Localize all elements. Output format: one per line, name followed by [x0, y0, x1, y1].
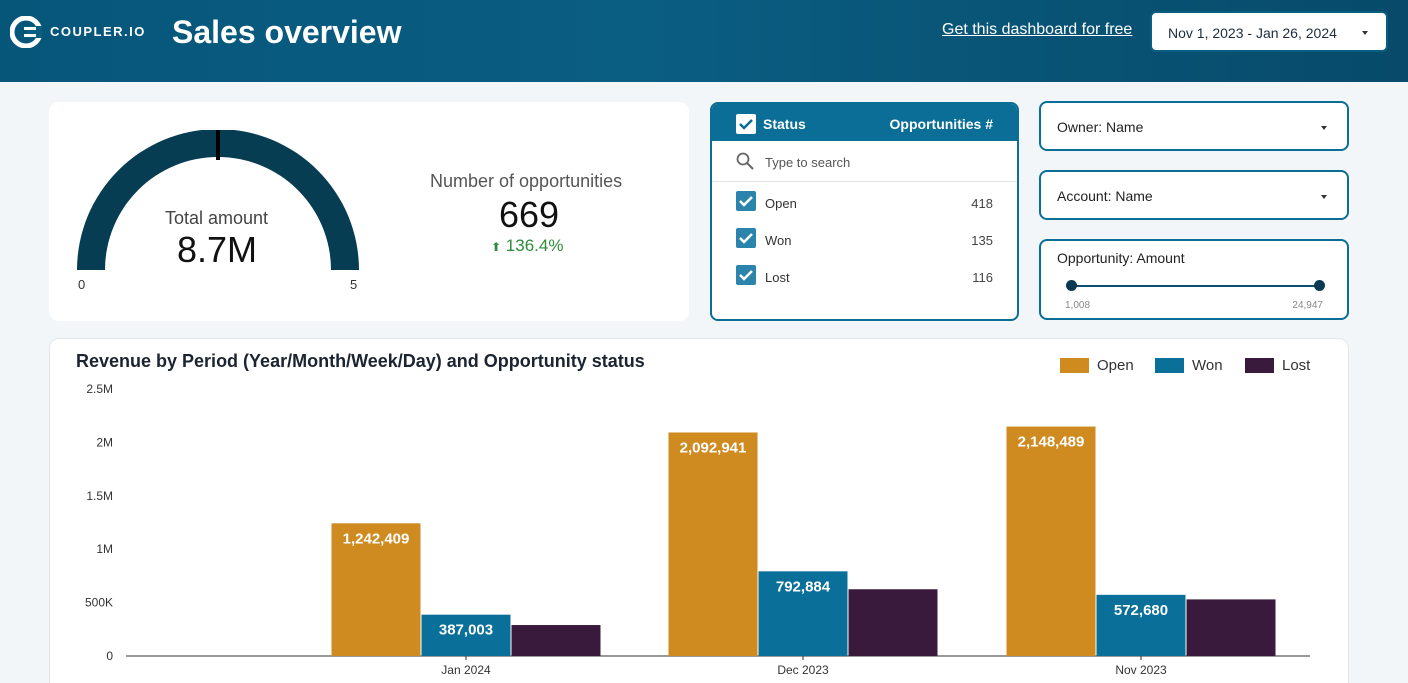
kpi-card: Total amount 8.7M 0 5 Number of opportun… [49, 102, 689, 321]
total-amount-gauge [77, 130, 359, 270]
bar-lost [848, 589, 938, 656]
checkbox-checked-icon [736, 228, 756, 248]
checkbox-checked-icon [736, 265, 756, 285]
page-title: Sales overview [172, 14, 402, 50]
chart-title: Revenue by Period (Year/Month/Week/Day) … [76, 351, 645, 371]
amount-slider-max-handle[interactable] [1314, 280, 1325, 291]
select-all-checkbox[interactable] [736, 114, 756, 139]
open-checkbox[interactable] [736, 191, 756, 216]
legend-label-lost: Lost [1282, 357, 1311, 374]
bar-won [421, 614, 511, 656]
status-option-label: Open [765, 196, 797, 211]
y-tick-label: 1.5M [86, 489, 113, 503]
status-option-label: Lost [765, 270, 790, 285]
bar-lost [1186, 599, 1276, 656]
search-placeholder: Type to search [765, 155, 851, 170]
status-option-count: 418 [971, 196, 993, 211]
bar-lost [511, 625, 601, 656]
amount-slider-track[interactable] [1071, 285, 1319, 287]
legend-label-open: Open [1097, 357, 1134, 374]
bar-won [758, 571, 848, 656]
chevron-down-icon [1362, 31, 1368, 35]
y-tick-label: 2.5M [86, 382, 113, 396]
status-filter-header: Status Opportunities # [712, 104, 1017, 141]
won-checkbox[interactable] [736, 228, 756, 253]
opportunities-change-value: 136.4% [505, 236, 564, 255]
status-search[interactable]: Type to search [712, 141, 1017, 182]
legend-swatch-open [1060, 358, 1089, 373]
chevron-down-icon [1321, 195, 1327, 199]
amount-range-filter: Opportunity: Amount 1,008 24,947 [1039, 239, 1349, 320]
lost-checkbox[interactable] [736, 265, 756, 290]
gauge-label: Total amount [165, 208, 269, 228]
bar-open [1006, 426, 1096, 656]
coupler-logo-icon [10, 16, 42, 48]
data-label: 2,092,941 [680, 439, 747, 456]
status-option-label: Won [765, 233, 792, 248]
legend-open[interactable]: Open [1060, 357, 1134, 374]
date-range-selector[interactable]: Nov 1, 2023 - Jan 26, 2024 [1150, 11, 1388, 52]
header-bar: COUPLER.IO Sales overview Get this dashb… [0, 0, 1408, 82]
checkbox-checked-icon [736, 191, 756, 211]
data-label: 572,680 [1114, 602, 1168, 619]
opportunities-change: ⬆ 136.4% [491, 236, 563, 256]
data-label: 792,884 [776, 578, 831, 595]
amount-max-value: 24,947 [1292, 300, 1323, 311]
x-tick-label: Dec 2023 [777, 663, 829, 677]
date-range-value: Nov 1, 2023 - Jan 26, 2024 [1168, 25, 1337, 41]
status-option-count: 135 [971, 233, 993, 248]
data-label: 387,003 [439, 622, 493, 639]
account-filter-dropdown[interactable]: Account: Name [1039, 170, 1349, 220]
bar-won [1096, 594, 1186, 656]
status-column-header[interactable]: Status [763, 116, 806, 132]
y-tick-label: 0 [106, 649, 113, 663]
x-tick-label: Jan 2024 [441, 663, 491, 677]
amount-slider-min-handle[interactable] [1066, 280, 1077, 291]
owner-filter-label: Owner: Name [1057, 119, 1144, 135]
status-option-lost[interactable]: Lost 116 [712, 261, 1017, 291]
legend-label-won: Won [1192, 357, 1223, 374]
data-label: 2,148,489 [1018, 434, 1085, 451]
amount-filter-label: Opportunity: Amount [1057, 250, 1185, 266]
y-tick-label: 1M [96, 542, 113, 556]
status-filter: Status Opportunities # Type to search Op… [710, 102, 1019, 321]
chevron-down-icon [1321, 126, 1327, 130]
gauge-max: 5 [350, 277, 358, 292]
bar-open [668, 432, 758, 656]
opportunities-value: 669 [499, 194, 560, 235]
owner-filter-dropdown[interactable]: Owner: Name [1039, 101, 1349, 151]
status-option-count: 116 [972, 270, 993, 285]
legend-swatch-won [1155, 358, 1184, 373]
x-tick-label: Nov 2023 [1115, 663, 1167, 677]
opportunities-column-header[interactable]: Opportunities # [889, 116, 993, 132]
get-dashboard-link[interactable]: Get this dashboard for free [942, 21, 1133, 38]
status-option-open[interactable]: Open 418 [712, 187, 1017, 217]
revenue-bar-chart: 0 500K 1M 1.5M 2M 2.5M 1,242,409 387,003 Jan 202… [85, 382, 1310, 677]
opportunities-label: Number of opportunities [430, 171, 623, 191]
status-option-won[interactable]: Won 135 [712, 224, 1017, 254]
account-filter-label: Account: Name [1057, 188, 1153, 204]
legend-lost[interactable]: Lost [1245, 357, 1310, 374]
gauge-min: 0 [78, 277, 86, 292]
legend-swatch-lost [1245, 358, 1274, 373]
amount-min-value: 1,008 [1065, 300, 1091, 311]
gauge-value: 8.7M [177, 229, 258, 270]
revenue-chart-card: Revenue by Period (Year/Month/Week/Day) … [49, 338, 1349, 683]
arrow-up-icon: ⬆ [491, 240, 502, 254]
y-tick-label: 500K [85, 596, 113, 610]
legend-won[interactable]: Won [1155, 357, 1223, 374]
checkbox-checked-icon [736, 114, 756, 134]
bar-open [331, 523, 421, 656]
brand-name: COUPLER.IO [50, 24, 146, 39]
y-tick-label: 2M [96, 435, 113, 449]
search-icon [736, 152, 754, 170]
data-label: 1,242,409 [343, 530, 410, 547]
